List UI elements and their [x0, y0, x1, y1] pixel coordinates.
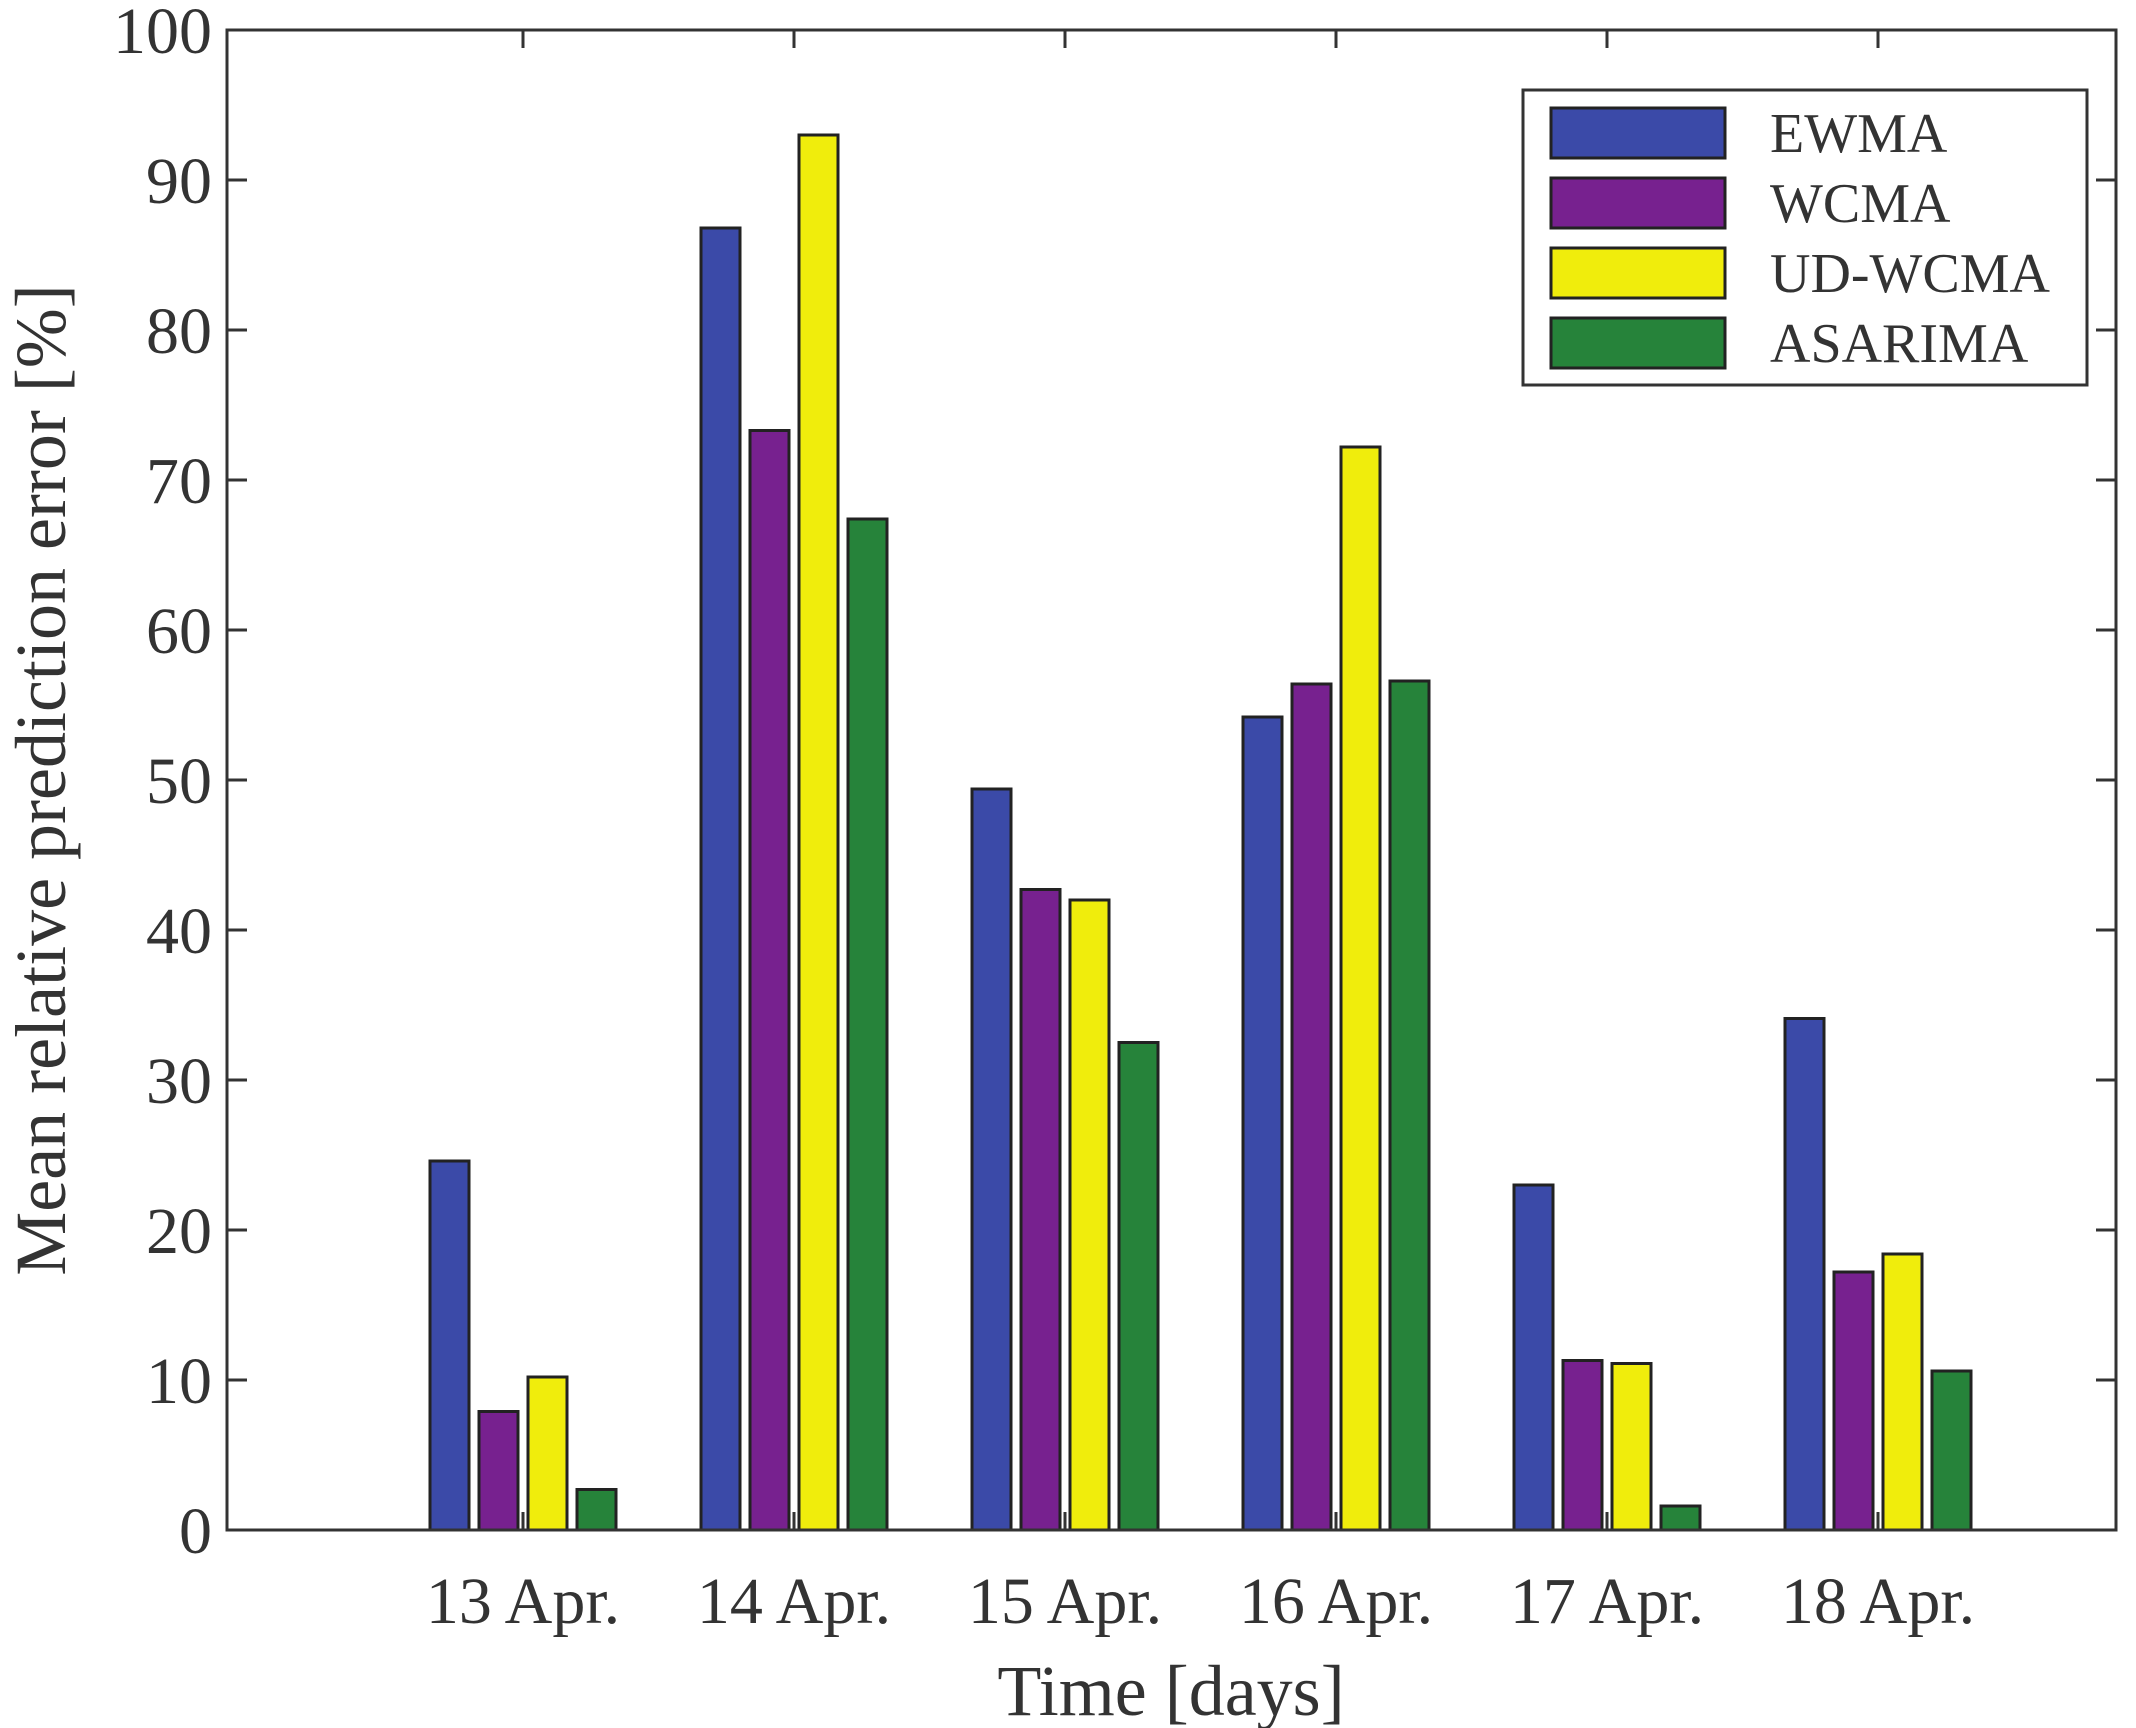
bar-ewma-1 [428, 1159, 471, 1532]
legend-label-asarima: ASARIMA [1770, 313, 2029, 375]
bar-wcma-2 [748, 429, 791, 1532]
y-tick-label: 20 [146, 1195, 212, 1268]
bar-asarima-5 [1659, 1504, 1702, 1532]
bar-ud-wcma-6 [1881, 1252, 1924, 1532]
y-tick-label: 100 [113, 0, 212, 68]
bar-ewma-6 [1783, 1017, 1826, 1532]
bar-ewma-3 [970, 787, 1013, 1532]
y-tick-label: 70 [146, 445, 212, 518]
bar-wcma-6 [1832, 1270, 1875, 1532]
legend: EWMA WCMA UD-WCMA ASARIMA [1521, 88, 2089, 387]
bar-wcma-3 [1019, 888, 1062, 1532]
legend-label-wcma: WCMA [1770, 173, 1951, 235]
bar-asarima-2 [846, 517, 889, 1532]
bar-ewma-4 [1241, 715, 1284, 1532]
y-tick-label: 10 [146, 1345, 212, 1418]
legend-swatch-ewma [1549, 106, 1727, 160]
y-tick-label: 60 [146, 595, 212, 668]
legend-swatch-ud-wcma [1549, 246, 1727, 300]
legend-label-ud-wcma: UD-WCMA [1770, 243, 2051, 305]
bar-ud-wcma-4 [1339, 445, 1382, 1532]
y-tick-label: 50 [146, 745, 212, 818]
bar-ewma-5 [1512, 1183, 1555, 1532]
legend-label-ewma: EWMA [1770, 103, 1948, 165]
bar-wcma-5 [1561, 1359, 1604, 1532]
x-tick-label: 15 Apr. [968, 1565, 1162, 1638]
x-tick-label: 16 Apr. [1239, 1565, 1433, 1638]
legend-items: EWMA WCMA UD-WCMA ASARIMA [1549, 103, 2051, 375]
bar-asarima-1 [575, 1488, 618, 1532]
x-tick-label: 14 Apr. [697, 1565, 891, 1638]
bars-layer [428, 133, 1973, 1532]
bar-ud-wcma-2 [797, 133, 840, 1532]
y-tick-label: 0 [179, 1495, 212, 1568]
labels-layer: 13 Apr. 14 Apr. 15 Apr. 16 Apr. 17 Apr. 18 Ap… [113, 0, 1975, 1638]
bar-ud-wcma-3 [1068, 898, 1111, 1532]
bar-wcma-4 [1290, 682, 1333, 1532]
x-axis-title: Time [days] [997, 1651, 1344, 1728]
bar-ud-wcma-1 [526, 1375, 569, 1532]
plot-area-frame [225, 28, 2118, 1532]
bar-ewma-2 [699, 226, 742, 1532]
x-tick-label: 17 Apr. [1510, 1565, 1704, 1638]
bar-wcma-1 [477, 1410, 520, 1532]
y-tick-label: 90 [146, 145, 212, 218]
legend-swatch-asarima [1549, 316, 1727, 370]
bar-ud-wcma-5 [1610, 1362, 1653, 1532]
legend-swatch-wcma [1549, 176, 1727, 230]
y-tick-label: 40 [146, 895, 212, 968]
x-tick-label: 18 Apr. [1781, 1565, 1975, 1638]
y-tick-label: 80 [146, 295, 212, 368]
y-axis-title: Mean relative prediction error [%] [1, 284, 81, 1276]
bar-asarima-4 [1388, 679, 1431, 1532]
x-tick-label: 13 Apr. [426, 1565, 620, 1638]
bar-asarima-6 [1930, 1369, 1973, 1532]
y-tick-label: 30 [146, 1045, 212, 1118]
bar-asarima-3 [1117, 1041, 1160, 1532]
